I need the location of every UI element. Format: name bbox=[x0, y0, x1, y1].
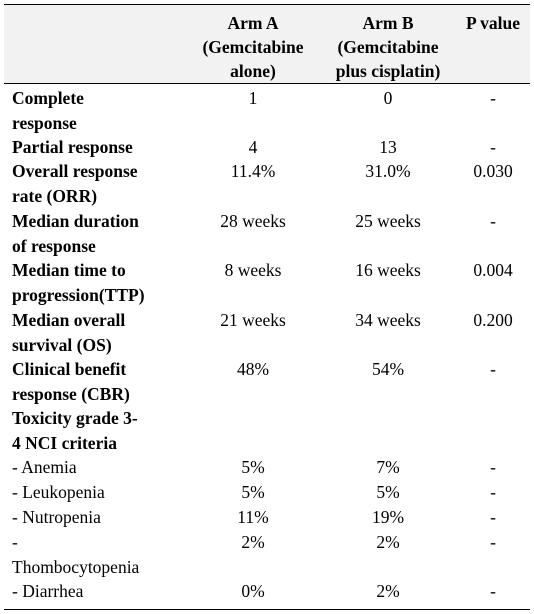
header-p-value-label: P value bbox=[466, 13, 520, 33]
row-label-line1: Toxicity grade 3- bbox=[12, 408, 138, 428]
table-row-section: Toxicity grade 3- 4 NCI criteria bbox=[4, 406, 530, 456]
cell-arm-a: 0% bbox=[241, 581, 265, 601]
row-label-line2: 4 NCI criteria bbox=[12, 432, 117, 453]
table-row: Partial response 4 13 - bbox=[4, 135, 530, 160]
table-row: Median time to progression(TTP) 8 weeks … bbox=[4, 258, 530, 308]
header-p-value: P value bbox=[456, 11, 530, 35]
header-arm-b: Arm B (Gemcitabine plus cisplatin) bbox=[320, 11, 456, 83]
row-label-line1: Median overall bbox=[12, 310, 126, 330]
cell-arm-b: 54% bbox=[371, 359, 405, 379]
table-row: - Nutropenia 11% 19% - bbox=[4, 505, 530, 530]
cell-arm-a: 11% bbox=[237, 507, 269, 527]
row-label-line1: Median time to bbox=[12, 260, 126, 280]
cell-arm-b: 5% bbox=[376, 482, 400, 502]
cell-arm-b: 7% bbox=[376, 457, 400, 477]
row-label-line1: Clinical benefit bbox=[12, 359, 127, 379]
row-label-line1: Median duration bbox=[12, 211, 139, 231]
row-label-line1: Partial response bbox=[12, 137, 133, 157]
row-label-line2: progression(TTP) bbox=[12, 284, 145, 305]
cell-p-value: - bbox=[490, 532, 496, 552]
header-arm-a-line1: Arm A bbox=[227, 13, 279, 33]
table-header: Arm A (Gemcitabine alone) Arm B (Gemcita… bbox=[4, 5, 530, 84]
cell-arm-b: 25 weeks bbox=[355, 211, 421, 231]
row-label-line1: - Diarrhea bbox=[12, 581, 84, 601]
cell-arm-a: 21 weeks bbox=[220, 310, 286, 330]
cell-arm-b: 16 weeks bbox=[355, 260, 421, 280]
row-label-line2: response bbox=[12, 112, 77, 133]
cell-p-value: - bbox=[490, 457, 496, 477]
table-row: Overall response rate (ORR) 11.4% 31.0% … bbox=[4, 159, 530, 209]
table-row: - Thombocytopenia 2% 2% - bbox=[4, 530, 530, 580]
table-row: Clinical benefit response (CBR) 48% 54% … bbox=[4, 357, 530, 407]
header-arm-b-line3: plus cisplatin) bbox=[335, 61, 441, 81]
cell-arm-a: 5% bbox=[241, 482, 265, 502]
cell-arm-a: 5% bbox=[241, 457, 265, 477]
row-label-line1: Complete bbox=[12, 88, 84, 108]
cell-p-value: - bbox=[490, 137, 496, 157]
cell-arm-b: 0 bbox=[383, 88, 393, 108]
row-label-line2: of response bbox=[12, 235, 96, 256]
cell-arm-a: 4 bbox=[248, 137, 258, 157]
cell-arm-b: 34 weeks bbox=[355, 310, 421, 330]
cell-p-value: - bbox=[490, 359, 496, 379]
cell-arm-a: 8 weeks bbox=[224, 260, 282, 280]
cell-p-value: - bbox=[490, 581, 496, 601]
row-label-line1: - bbox=[12, 532, 18, 552]
table-row: - Diarrhea 0% 2% - bbox=[4, 579, 530, 604]
row-label-line2: rate (ORR) bbox=[12, 185, 98, 206]
cell-arm-b: 13 bbox=[379, 137, 397, 157]
header-arm-b-line2: (Gemcitabine bbox=[337, 37, 439, 57]
table-row: Median overall survival (OS) 21 weeks 34… bbox=[4, 308, 530, 358]
cell-p-value: - bbox=[490, 211, 496, 231]
cell-p-value: 0.004 bbox=[473, 260, 513, 280]
table-row: - Anemia 5% 7% - bbox=[4, 455, 530, 480]
header-arm-a-line3: alone) bbox=[230, 61, 276, 81]
table-row: - Leukopenia 5% 5% - bbox=[4, 480, 530, 505]
row-label-line1: - Leukopenia bbox=[12, 482, 105, 502]
row-label-line1: - Anemia bbox=[12, 457, 77, 477]
header-arm-a-line2: (Gemcitabine bbox=[202, 37, 304, 57]
table-row: Median duration of response 28 weeks 25 … bbox=[4, 209, 530, 259]
cell-p-value: - bbox=[490, 88, 496, 108]
cell-p-value: - bbox=[490, 507, 496, 527]
row-label-line1: Overall response bbox=[12, 161, 138, 181]
results-table: Arm A (Gemcitabine alone) Arm B (Gemcita… bbox=[4, 4, 530, 610]
cell-arm-a: 1 bbox=[248, 88, 258, 108]
cell-arm-a: 11.4% bbox=[230, 161, 276, 181]
header-arm-a: Arm A (Gemcitabine alone) bbox=[184, 11, 322, 83]
cell-p-value: 0.200 bbox=[473, 310, 513, 330]
row-label-line2: response (CBR) bbox=[12, 383, 130, 404]
cell-arm-a: 28 weeks bbox=[220, 211, 286, 231]
row-label-line1: - Nutropenia bbox=[12, 507, 101, 527]
cell-arm-b: 19% bbox=[371, 507, 405, 527]
header-arm-b-line1: Arm B bbox=[362, 13, 414, 33]
row-label-line2: Thombocytopenia bbox=[12, 556, 140, 577]
cell-arm-b: 2% bbox=[376, 532, 400, 552]
cell-p-value: - bbox=[490, 482, 496, 502]
cell-arm-a: 2% bbox=[241, 532, 265, 552]
table-row: Complete response 1 0 - bbox=[4, 86, 530, 136]
cell-arm-b: 31.0% bbox=[365, 161, 411, 181]
cell-arm-a: 48% bbox=[236, 359, 270, 379]
row-label-line2: survival (OS) bbox=[12, 334, 112, 355]
cell-arm-b: 2% bbox=[376, 581, 400, 601]
cell-p-value: 0.030 bbox=[473, 161, 513, 181]
